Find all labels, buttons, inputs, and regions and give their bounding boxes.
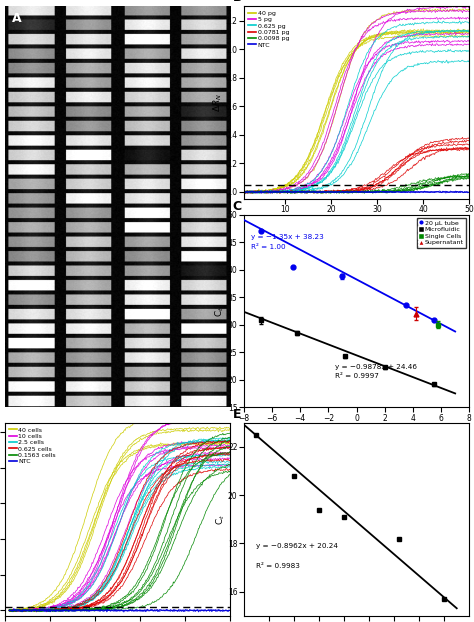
- Text: R² = 0.9997: R² = 0.9997: [336, 373, 379, 379]
- Legend: 40 cells, 10 cells, 2.5 cells, 0.625 cells, 0.1563 cells, NTC: 40 cells, 10 cells, 2.5 cells, 0.625 cel…: [8, 426, 57, 465]
- Text: A: A: [11, 12, 21, 26]
- Y-axis label: C$_t$: C$_t$: [214, 514, 227, 525]
- Text: y = −0.8962x + 20.24: y = −0.8962x + 20.24: [256, 543, 338, 549]
- Text: E: E: [232, 408, 241, 421]
- X-axis label: Cycle: Cycle: [344, 216, 369, 225]
- Text: B: B: [232, 0, 242, 4]
- Text: C: C: [232, 200, 242, 213]
- Text: y = −0.9878x + 24.46: y = −0.9878x + 24.46: [336, 364, 418, 370]
- Text: R² = 1.00: R² = 1.00: [251, 244, 285, 249]
- Legend: 40 pg, 5 pg, 0.625 pg, 0.0781 pg, 0.0098 pg, NTC: 40 pg, 5 pg, 0.625 pg, 0.0781 pg, 0.0098…: [247, 9, 290, 49]
- Text: R² = 0.9983: R² = 0.9983: [256, 562, 300, 569]
- X-axis label: log$_2$(RNA) [pg]: log$_2$(RNA) [pg]: [323, 424, 390, 437]
- Y-axis label: $\Delta R_N$: $\Delta R_N$: [211, 93, 224, 112]
- Text: y = −1.35x + 38.23: y = −1.35x + 38.23: [251, 234, 324, 240]
- Legend: 20 μL tube, Microfluidic, Single Cells, Supernatant: 20 μL tube, Microfluidic, Single Cells, …: [417, 218, 466, 248]
- Y-axis label: C$_t$: C$_t$: [214, 305, 227, 317]
